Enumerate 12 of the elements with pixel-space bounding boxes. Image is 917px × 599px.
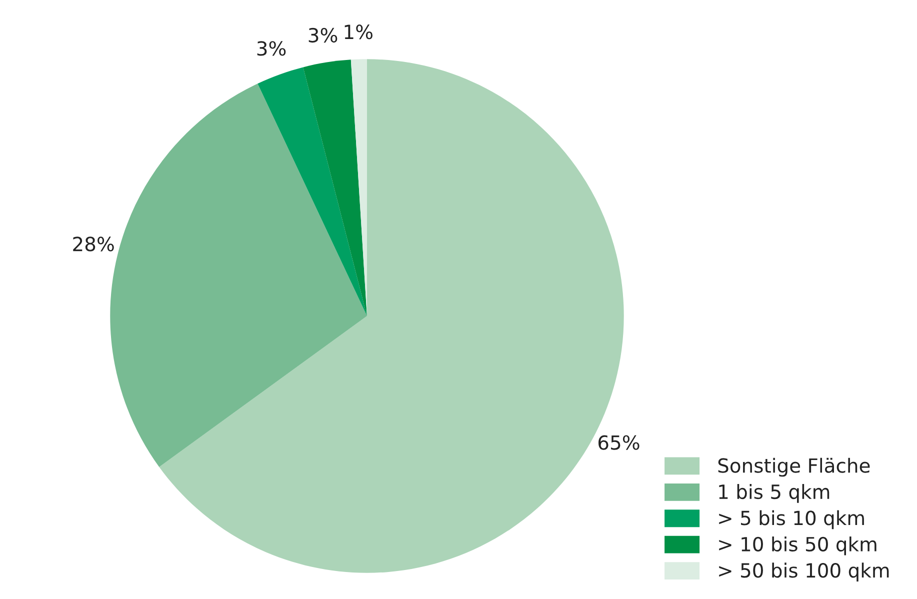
data-label: 28% — [73, 236, 114, 252]
legend-label: Sonstige Fläche — [718, 458, 870, 477]
legend-label: > 5 bis 10 qkm — [719, 510, 864, 530]
pie-slice — [303, 60, 367, 316]
data-label: 1% — [344, 24, 372, 40]
pie-slice — [258, 67, 367, 316]
data-label: 3% — [257, 41, 286, 56]
data-label: 3% — [308, 28, 338, 43]
legend-label: > 10 bis 50 qkm — [719, 536, 876, 556]
legend-label: 1 bis 5 qkm — [719, 484, 830, 503]
data-label: 65% — [598, 435, 640, 450]
legend-label: > 50 bis 100 qkm — [719, 562, 889, 582]
